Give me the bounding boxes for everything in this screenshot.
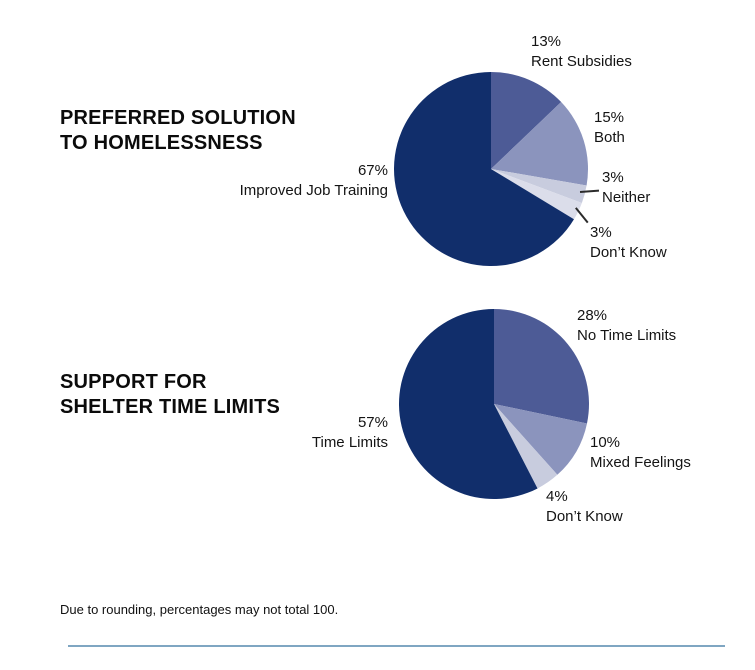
pie-slice-time-limits (399, 309, 538, 499)
chart1-title: PREFERRED SOLUTION TO HOMELESSNESS (60, 106, 296, 156)
label-no-time-limits-pct: 28% (577, 307, 608, 324)
chart2-title: SUPPORT FOR SHELTER TIME LIMITS (60, 370, 280, 420)
pie-slice-improved-job-training (394, 72, 574, 266)
pie-slice-don-t-know (491, 169, 582, 220)
pie-slice-neither (491, 169, 587, 203)
chart2-title-line2: SHELTER TIME LIMITS (60, 396, 281, 418)
label-mixed-feelings-pct: 10% (590, 434, 621, 451)
chart1-title-line1: PREFERRED SOLUTION (60, 107, 296, 129)
label-time-limits-pct: 57% (357, 414, 388, 431)
rounding-footnote: Due to rounding, percentages may not tot… (60, 602, 339, 617)
label-rent-subsidies-name: Rent Subsidies (531, 53, 632, 70)
pie-slice-rent-subsidies (491, 72, 562, 169)
chart2-title-line1: SUPPORT FOR (60, 371, 207, 393)
label-dont-know-1-pct: 3% (590, 224, 612, 241)
label-time-limits-name: Time Limits (311, 434, 388, 451)
label-dont-know-1-name: Don’t Know (590, 244, 667, 261)
pie-chart-shelter-time-limits (399, 309, 589, 499)
label-time-limits: 57% Time Limits (312, 413, 388, 453)
pie-slice-both (491, 102, 588, 186)
label-mixed-feelings: 10% Mixed Feelings (590, 433, 691, 473)
label-dont-know-2-name: Don’t Know (546, 508, 623, 525)
chart1-title-line2: TO HOMELESSNESS (60, 132, 263, 154)
leader-line-neither (579, 189, 600, 193)
label-improved-job-training: 67% Improved Job Training (240, 161, 388, 201)
label-dont-know-2-pct: 4% (546, 488, 568, 505)
label-rent-subsidies: 13% Rent Subsidies (531, 32, 632, 72)
label-mixed-feelings-name: Mixed Feelings (590, 454, 691, 471)
pie-slice-no-time-limits (494, 309, 589, 424)
label-no-time-limits-name: No Time Limits (577, 327, 677, 344)
label-no-time-limits: 28% No Time Limits (577, 306, 676, 346)
pie-chart-preferred-solution (394, 72, 588, 266)
label-neither-name: Neither (602, 189, 651, 206)
pie-slice-don-t-know (494, 404, 558, 489)
label-improved-job-training-pct: 67% (357, 162, 388, 179)
label-dont-know-2: 4% Don’t Know (546, 487, 623, 527)
label-both: 15% Both (594, 108, 625, 148)
label-neither-pct: 3% (602, 169, 624, 186)
label-rent-subsidies-pct: 13% (531, 33, 562, 50)
label-dont-know-1: 3% Don’t Know (590, 223, 667, 263)
divider-rule (68, 645, 725, 647)
pie-slice-mixed-feelings (494, 404, 587, 475)
label-improved-job-training-name: Improved Job Training (239, 182, 388, 199)
label-both-name: Both (594, 129, 625, 146)
label-both-pct: 15% (594, 109, 625, 126)
label-neither: 3% Neither (602, 168, 650, 208)
